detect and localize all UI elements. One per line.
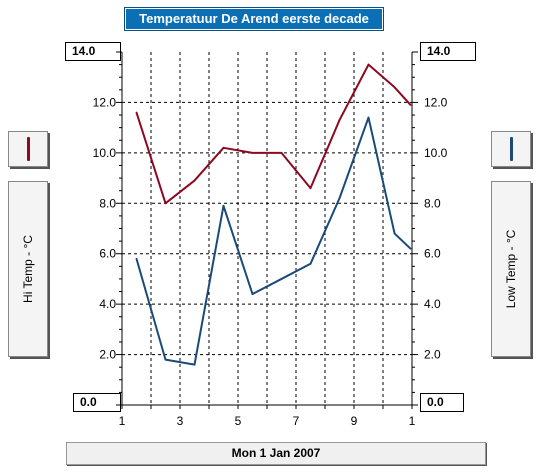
y-tick-label-right: 4.0: [424, 297, 441, 311]
data-point-low-temp: [251, 293, 254, 295]
y-max-label-right: 14.0: [420, 42, 476, 61]
y-tick-label-left: 10.0: [93, 146, 117, 160]
x-tick-label: 9: [351, 414, 358, 428]
data-point-low-temp: [222, 204, 225, 207]
y-min-label-left: 0.0: [73, 393, 121, 412]
data-point-low-temp: [280, 278, 283, 280]
y-tick-label-right: 12.0: [424, 95, 448, 109]
series-line-low-temp: [135, 116, 412, 366]
y-tick-label-left: 12.0: [93, 95, 117, 109]
data-point-hi-temp: [367, 63, 370, 66]
data-point-hi-temp: [193, 179, 196, 182]
legend-hi-temp: [8, 131, 48, 167]
y-tick-label-left: 4.0: [99, 297, 116, 311]
data-point-low-temp: [193, 363, 196, 366]
x-tick-label: 1: [409, 414, 416, 428]
y-tick-label-right: 10.0: [424, 146, 448, 160]
data-point-hi-temp: [338, 119, 341, 121]
y-tick-label-left: 6.0: [99, 247, 116, 261]
y-tick-label-left: 8.0: [99, 196, 116, 210]
legend-low-temp: [491, 131, 531, 167]
data-point-hi-temp: [309, 187, 312, 190]
y-tick-label-right: 6.0: [424, 247, 441, 261]
data-point-hi-temp: [251, 151, 254, 154]
data-point-hi-temp: [393, 86, 396, 89]
y-min-label-right: 0.0: [420, 393, 464, 412]
y-tick-label-left: 2.0: [99, 348, 116, 362]
data-point-low-temp: [309, 262, 312, 265]
x-tick-label: 7: [293, 414, 300, 428]
legend-low-temp-swatch: [510, 137, 513, 161]
data-point-hi-temp: [280, 151, 283, 154]
data-point-low-temp: [338, 197, 341, 200]
data-point-hi-temp: [164, 202, 167, 205]
x-tick-label: 5: [235, 414, 242, 428]
x-axis-date-label: Mon 1 Jan 2007: [66, 442, 486, 465]
data-point-low-temp: [409, 247, 412, 250]
x-tick-label: 1: [119, 414, 126, 428]
data-point-low-temp: [164, 358, 167, 361]
y-tick-label-right: 2.0: [424, 348, 441, 362]
series-line-hi-temp: [135, 63, 412, 205]
data-point-hi-temp: [409, 104, 412, 106]
data-point-low-temp: [367, 116, 370, 119]
legend-hi-temp-swatch: [27, 137, 30, 161]
y-tick-label-right: 8.0: [424, 196, 441, 210]
data-point-low-temp: [393, 232, 396, 235]
y-axis-label-right-panel: Low Temp - °C: [491, 181, 531, 357]
x-tick-label: 3: [177, 414, 184, 428]
data-point-low-temp: [135, 257, 138, 260]
data-point-hi-temp: [135, 111, 138, 114]
data-point-hi-temp: [222, 146, 225, 149]
chart-title: Temperatuur De Arend eerste decade 2007: [124, 7, 384, 46]
y-axis-label-left-panel: Hi Temp - °C: [8, 181, 48, 357]
y-max-label-left: 14.0: [65, 42, 121, 61]
